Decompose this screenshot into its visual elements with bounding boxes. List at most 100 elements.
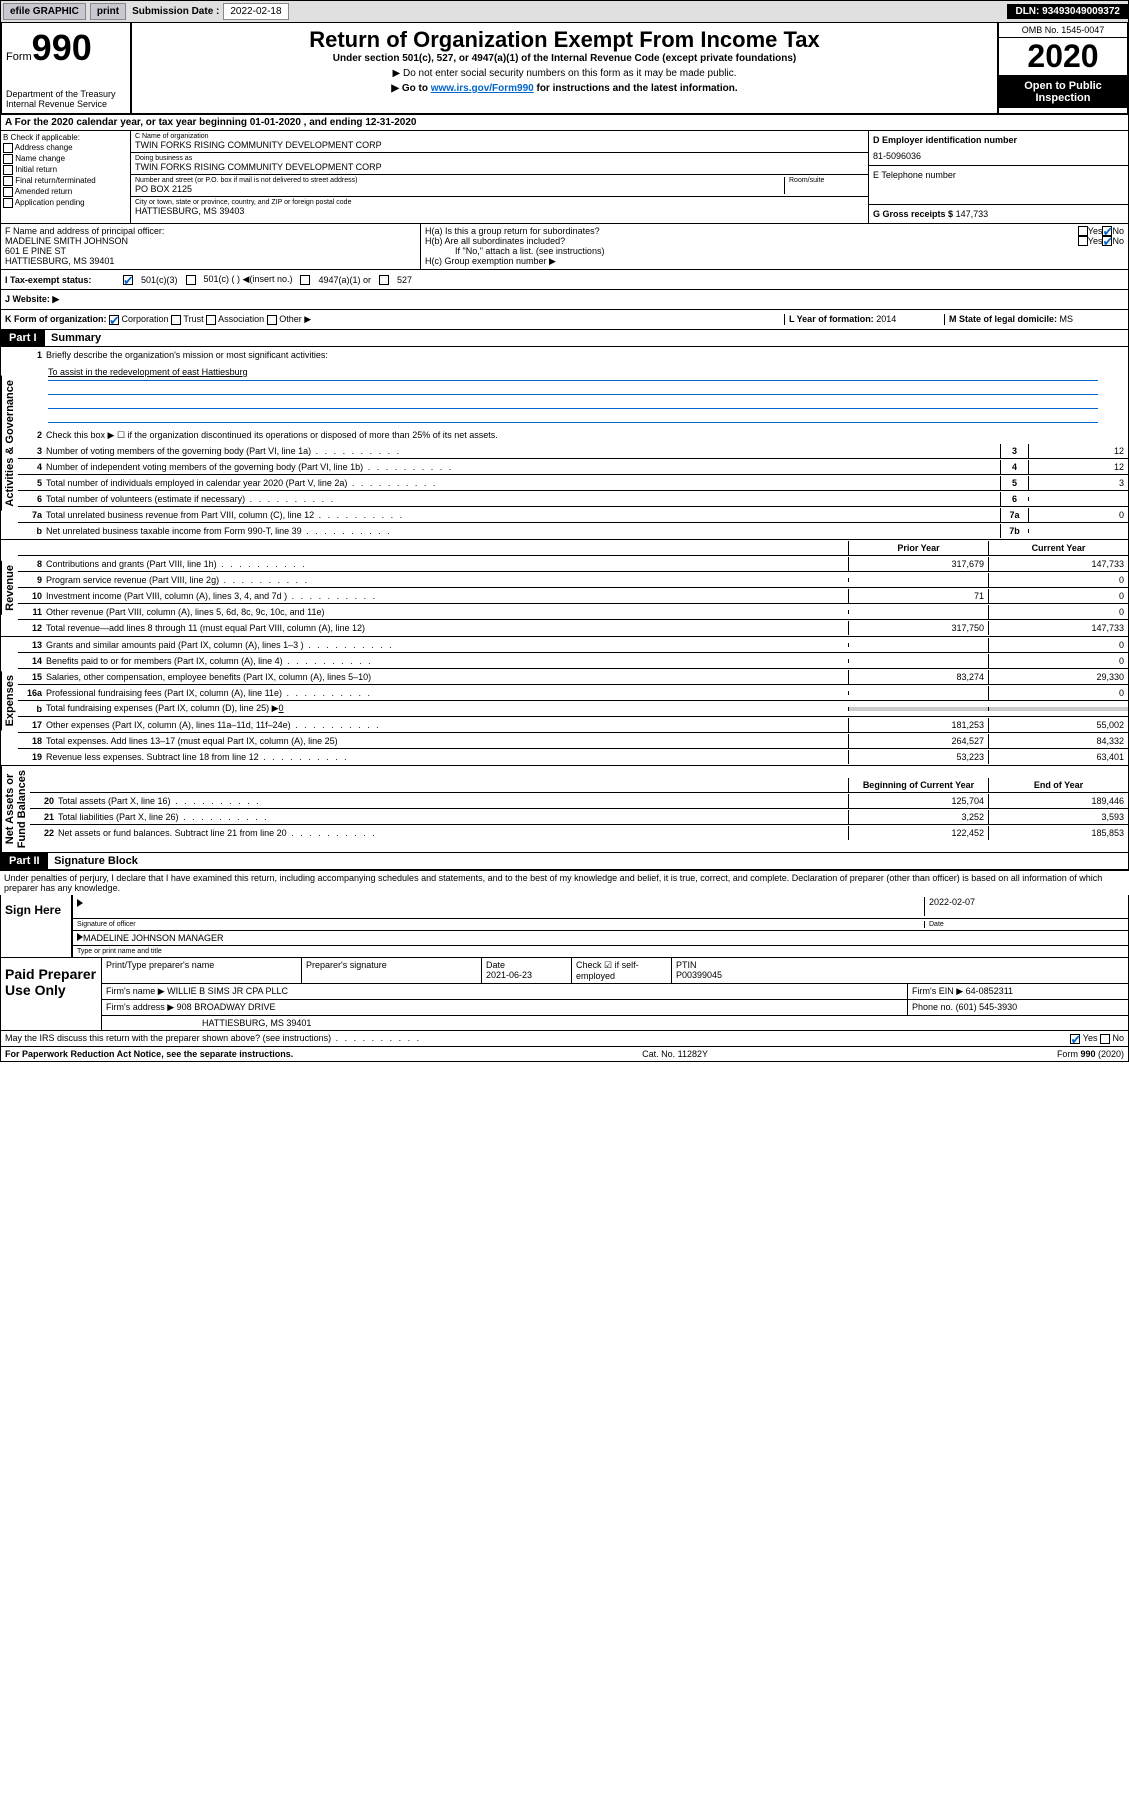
- app-pending-checkbox[interactable]: [3, 198, 13, 208]
- sign-here-section: Sign Here 2022-02-07 Signature of office…: [0, 895, 1129, 958]
- dba-value: TWIN FORKS RISING COMMUNITY DEVELOPMENT …: [135, 162, 864, 172]
- trust-checkbox[interactable]: [171, 315, 181, 325]
- line22-text: Net assets or fund balances. Subtract li…: [58, 826, 848, 840]
- hb-no-checkbox[interactable]: [1102, 236, 1112, 246]
- form-title: Return of Organization Exempt From Incom…: [136, 27, 993, 53]
- line13-text: Grants and similar amounts paid (Part IX…: [46, 638, 848, 652]
- nab-vlabel: Net Assets or Fund Balances: [1, 766, 30, 852]
- 501c-checkbox[interactable]: [186, 275, 196, 285]
- amended-checkbox[interactable]: [3, 187, 13, 197]
- firm-ein: 64-0852311: [966, 986, 1013, 996]
- ha-yes-checkbox[interactable]: [1078, 226, 1088, 236]
- submission-label: Submission Date :: [132, 6, 219, 17]
- 4947-checkbox[interactable]: [300, 275, 310, 285]
- inspection-badge: Open to Public Inspection: [999, 76, 1127, 108]
- hb-no-label: No: [1112, 236, 1124, 246]
- part2-title: Signature Block: [54, 855, 138, 867]
- app-pending-label: Application pending: [15, 198, 85, 207]
- discuss-yes-checkbox[interactable]: [1070, 1034, 1080, 1044]
- line21-end: 3,593: [988, 810, 1128, 824]
- firm-addr-label: Firm's address ▶: [106, 1002, 174, 1012]
- mission-value: To assist in the redevelopment of east H…: [48, 367, 1098, 381]
- line5-val: 3: [1028, 476, 1128, 490]
- assoc-checkbox[interactable]: [206, 315, 216, 325]
- row-a-text: A For the 2020 calendar year, or tax yea…: [5, 117, 416, 128]
- 501c3-checkbox[interactable]: [123, 275, 133, 285]
- ha-no-label: No: [1112, 226, 1124, 236]
- discuss-row: May the IRS discuss this return with the…: [0, 1031, 1129, 1047]
- 501c-label: 501(c) ( ) ◀(insert no.): [204, 274, 293, 285]
- hb-yes-checkbox[interactable]: [1078, 236, 1088, 246]
- line21-beg: 3,252: [848, 810, 988, 824]
- part1-title: Summary: [51, 332, 101, 344]
- line6-val: [1028, 497, 1128, 501]
- line1-text: Briefly describe the organization's miss…: [46, 348, 1128, 362]
- line5-text: Total number of individuals employed in …: [46, 476, 1000, 490]
- addr-change-checkbox[interactable]: [3, 143, 13, 153]
- department-label: Department of the Treasury Internal Reve…: [6, 89, 126, 109]
- name-title-label: Type or print name and title: [73, 946, 1128, 957]
- row-a: A For the 2020 calendar year, or tax yea…: [0, 115, 1129, 131]
- line11-prior: [848, 610, 988, 614]
- part2-header: Part II Signature Block: [0, 853, 1129, 870]
- omb-number: OMB No. 1545-0047: [999, 23, 1127, 38]
- hb-yes-label: Yes: [1088, 236, 1103, 246]
- firm-addr: 908 BROADWAY DRIVE: [177, 1002, 276, 1012]
- line12-curr: 147,733: [988, 621, 1128, 635]
- line7b-val: [1028, 529, 1128, 533]
- part1-header: Part I Summary: [0, 330, 1129, 347]
- line10-prior: 71: [848, 589, 988, 603]
- line7a-text: Total unrelated business revenue from Pa…: [46, 508, 1000, 522]
- section-d-e-g: D Employer identification number81-50960…: [868, 131, 1128, 223]
- line16b-label: Total fundraising expenses (Part IX, col…: [46, 703, 279, 713]
- street-label: Number and street (or P.O. box if mail i…: [135, 177, 784, 184]
- initial-return-checkbox[interactable]: [3, 165, 13, 175]
- section-b: B Check if applicable: Address change Na…: [1, 131, 131, 223]
- org-name: TWIN FORKS RISING COMMUNITY DEVELOPMENT …: [135, 140, 864, 150]
- line2-text: Check this box ▶ ☐ if the organization d…: [46, 428, 1128, 443]
- submission-date: 2022-02-18: [223, 3, 288, 20]
- line11-text: Other revenue (Part VIII, column (A), li…: [46, 605, 848, 619]
- line16b-curr: [988, 707, 1128, 711]
- firm-phone-label: Phone no.: [912, 1002, 953, 1012]
- corp-checkbox[interactable]: [109, 315, 119, 325]
- final-return-label: Final return/terminated: [15, 176, 95, 185]
- officer-name: MADELINE SMITH JOHNSON: [5, 236, 416, 246]
- preparer-date-label: Date: [486, 960, 505, 970]
- name-change-checkbox[interactable]: [3, 154, 13, 164]
- ag-vlabel: Activities & Governance: [1, 376, 18, 511]
- firm-ein-label: Firm's EIN ▶: [912, 986, 963, 996]
- preparer-name-label: Print/Type preparer's name: [102, 958, 302, 983]
- final-return-checkbox[interactable]: [3, 176, 13, 186]
- line16b-val: 0: [279, 703, 284, 713]
- line19-prior: 53,223: [848, 750, 988, 764]
- hb-note: If "No," attach a list. (see instruction…: [425, 246, 1124, 256]
- efile-badge: efile GRAPHIC: [3, 3, 86, 20]
- line10-curr: 0: [988, 589, 1128, 603]
- hb-label: H(b) Are all subordinates included?: [425, 236, 1078, 246]
- irs-link[interactable]: www.irs.gov/Form990: [431, 83, 534, 94]
- other-checkbox[interactable]: [267, 315, 277, 325]
- line15-prior: 83,274: [848, 670, 988, 684]
- corp-label: Corporation: [122, 314, 169, 324]
- ha-label: H(a) Is this a group return for subordin…: [425, 226, 1078, 236]
- dln-value: DLN: 93493049009372: [1007, 4, 1128, 19]
- ha-yes-label: Yes: [1088, 226, 1103, 236]
- firm-phone: (601) 545-3930: [956, 1002, 1018, 1012]
- line12-prior: 317,750: [848, 621, 988, 635]
- line17-prior: 181,253: [848, 718, 988, 732]
- line12-text: Total revenue—add lines 8 through 11 (mu…: [46, 621, 848, 635]
- self-employed-cell: Check ☑ if self-employed: [572, 958, 672, 983]
- print-button[interactable]: print: [90, 3, 126, 20]
- line18-curr: 84,332: [988, 734, 1128, 748]
- firm-name-label: Firm's name ▶: [106, 986, 165, 996]
- street-value: PO BOX 2125: [135, 184, 784, 194]
- 527-checkbox[interactable]: [379, 275, 389, 285]
- line3-text: Number of voting members of the governin…: [46, 444, 1000, 458]
- line3-val: 12: [1028, 444, 1128, 458]
- city-value: HATTIESBURG, MS 39403: [135, 206, 864, 216]
- officer-street: 601 E PINE ST: [5, 246, 416, 256]
- amended-label: Amended return: [15, 187, 72, 196]
- discuss-no-checkbox[interactable]: [1100, 1034, 1110, 1044]
- sig-officer-label: Signature of officer: [77, 921, 924, 928]
